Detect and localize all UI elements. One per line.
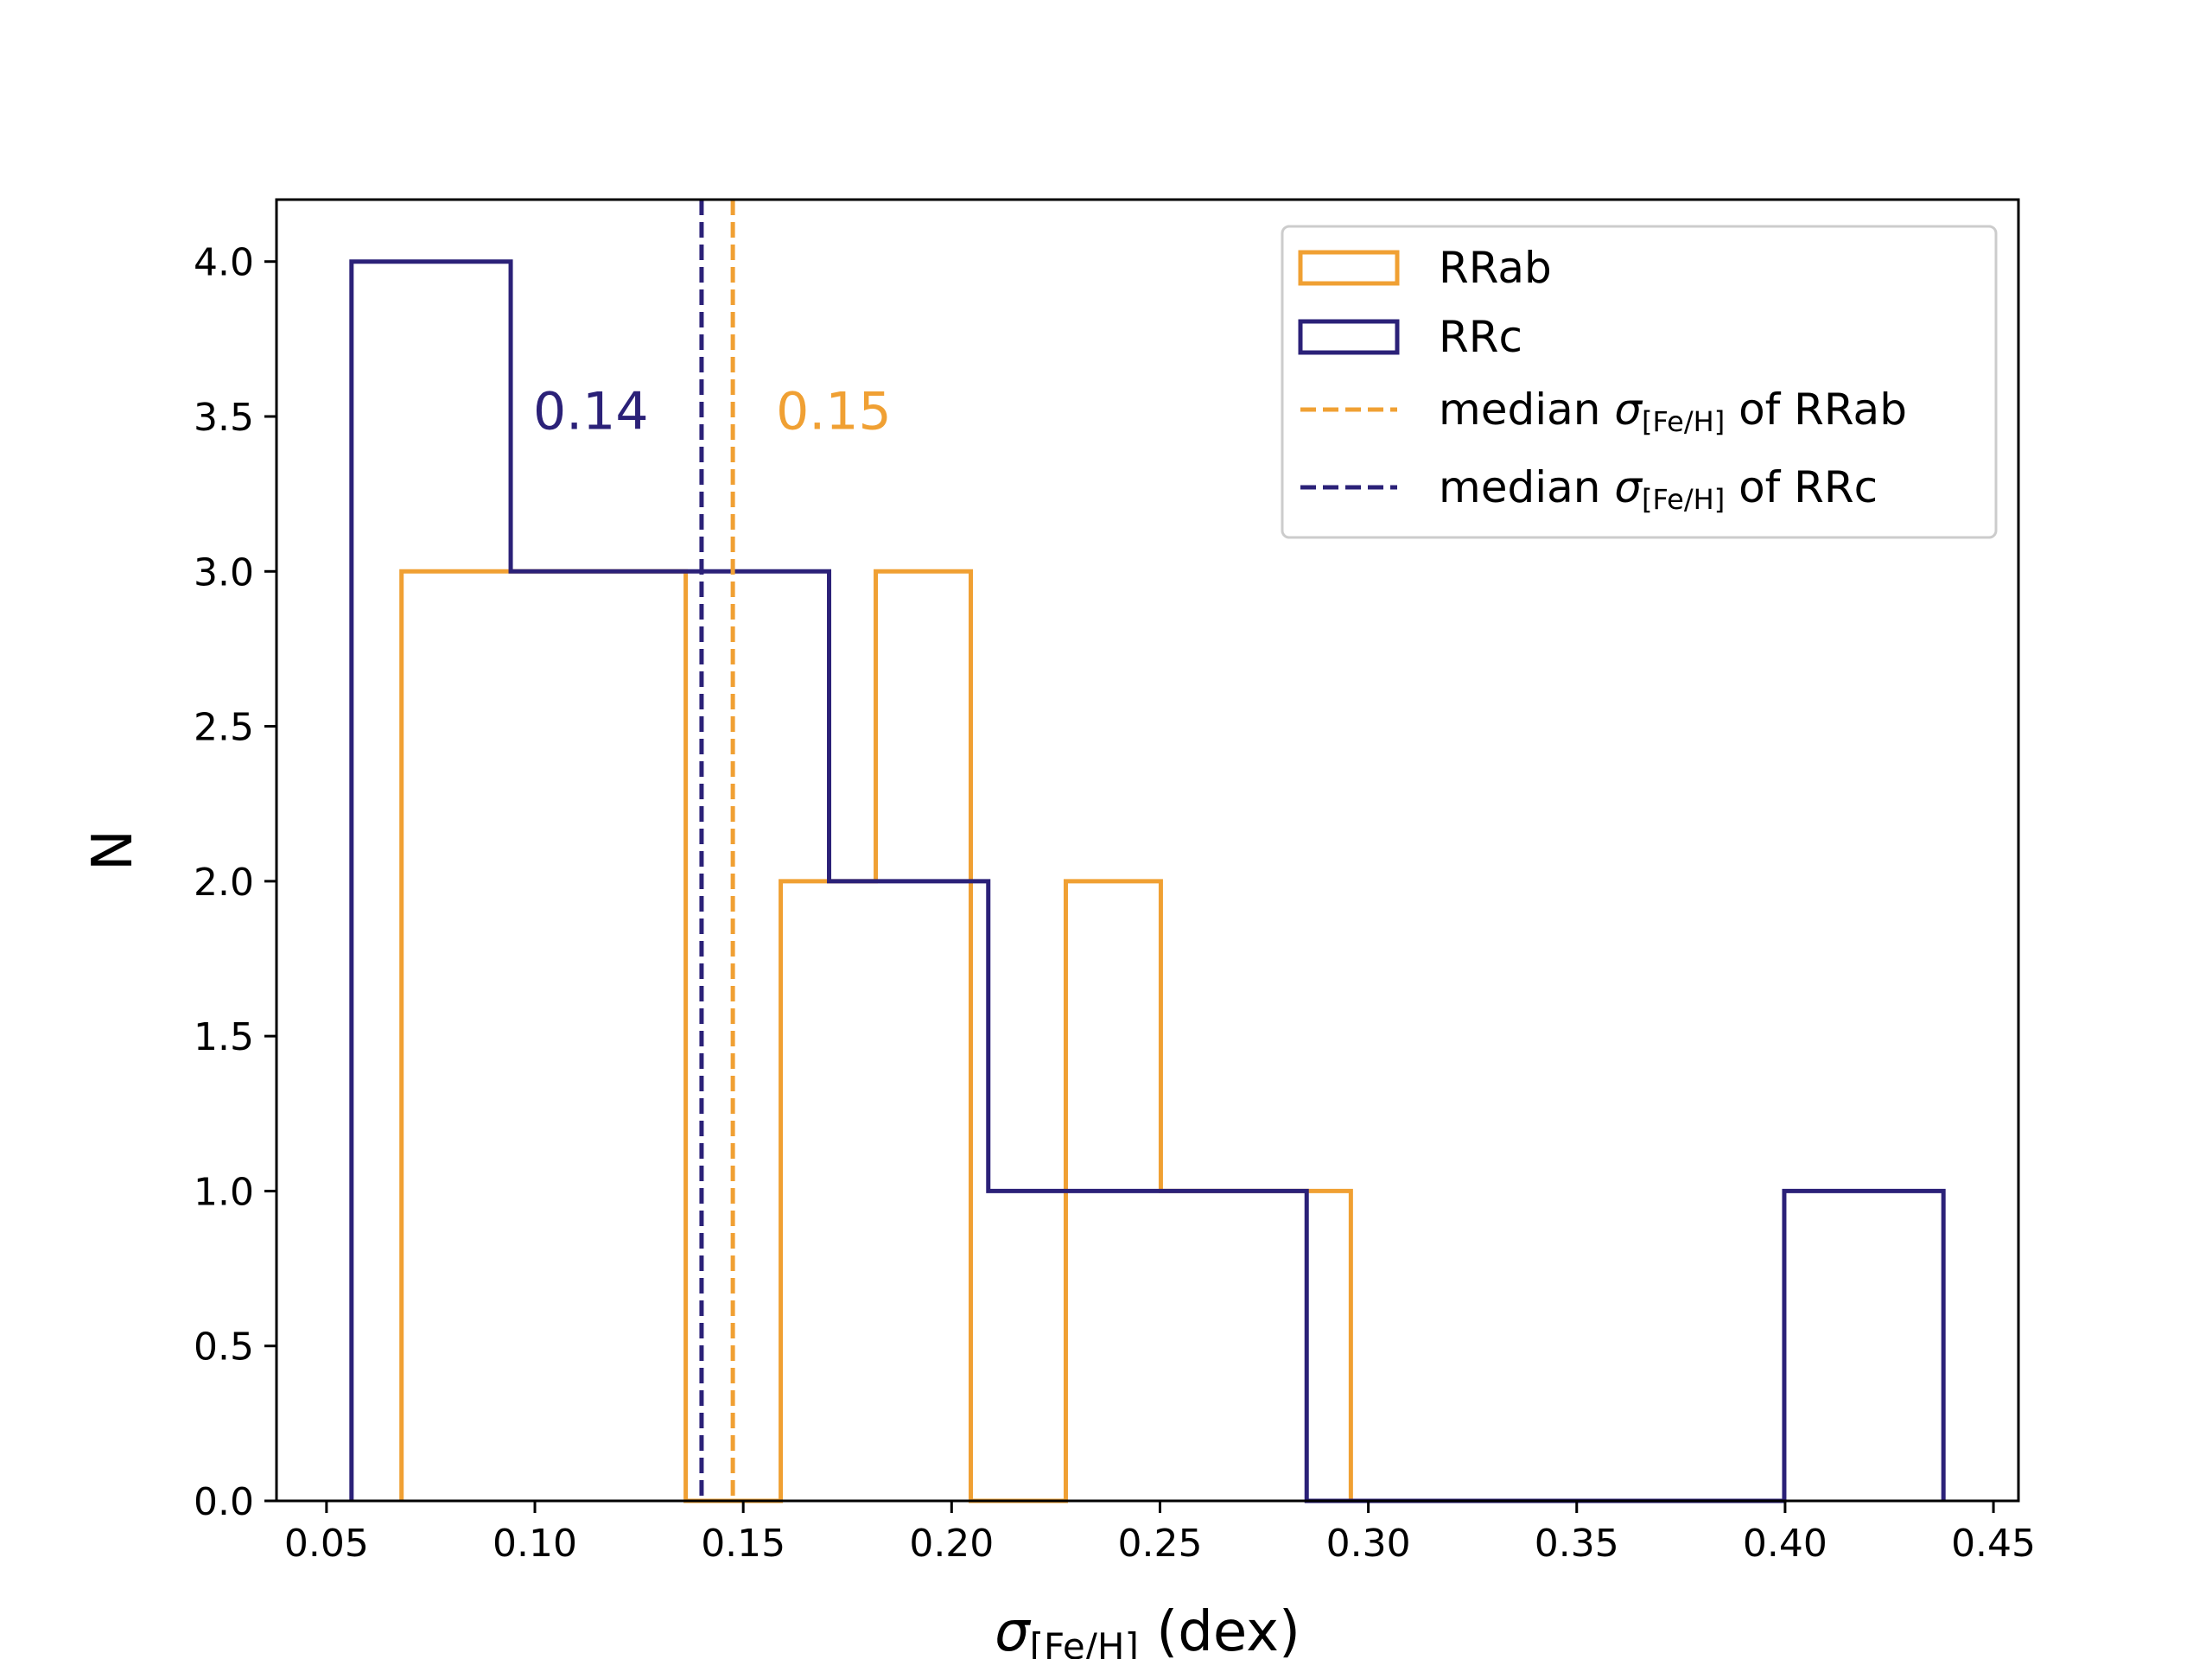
- plot-frame: [275, 198, 2020, 1503]
- x-axis-label-subscript: [Fe/H]: [1030, 1625, 1139, 1659]
- histogram-layer: [349, 259, 1946, 1503]
- legend-label-median-rrab: median σ[Fe/H] of RRab: [1439, 385, 1907, 438]
- x-axis-label-unit: (dex): [1139, 1600, 1300, 1659]
- legend-median-rrab-pre: median: [1439, 385, 1614, 435]
- x-ticks: 0.05 0.10 0.15 0.20 0.25 0.30 0.35 0.40 0.45: [284, 1501, 2036, 1566]
- y-tick-label: 1.0: [194, 1170, 254, 1214]
- x-tick-label: 0.30: [1326, 1522, 1411, 1566]
- x-tick-label: 0.25: [1117, 1522, 1202, 1566]
- y-tick-label: 4.0: [194, 241, 254, 285]
- histogram-rrab: [399, 569, 1353, 1503]
- y-tick-label: 2.0: [194, 861, 254, 905]
- median-label-rrab: 0.15: [776, 381, 892, 442]
- x-tick-label: 0.15: [701, 1522, 785, 1566]
- legend-median-rrab-post: of RRab: [1725, 385, 1907, 435]
- y-tick-label: 2.5: [194, 706, 254, 750]
- y-tick-label: 0.5: [194, 1325, 254, 1370]
- x-tick-label: 0.35: [1535, 1522, 1619, 1566]
- histogram-rrc: [349, 259, 1946, 1503]
- x-tick-label: 0.20: [909, 1522, 994, 1566]
- legend-median-rrab-symbol: σ: [1614, 385, 1643, 435]
- y-tick-label: 3.5: [194, 396, 254, 440]
- legend-median-rrc-subscript: [Fe/H]: [1642, 483, 1725, 516]
- legend-median-rrc-post: of RRc: [1725, 462, 1878, 512]
- legend-median-rrc-symbol: σ: [1614, 462, 1643, 512]
- x-axis-label-symbol: σ: [995, 1600, 1032, 1659]
- legend-median-rrc-pre: median: [1439, 462, 1614, 512]
- legend-label-median-rrc: median σ[Fe/H] of RRc: [1439, 462, 1878, 516]
- y-axis-label: N: [81, 830, 145, 871]
- legend-box: [1281, 225, 1998, 539]
- y-tick-label: 3.0: [194, 550, 254, 594]
- legend: RRab RRc median σ[Fe/H] of RRab median σ…: [1281, 225, 1998, 539]
- x-tick-label: 0.05: [284, 1522, 369, 1566]
- legend-swatch-rrc: [1298, 319, 1400, 355]
- y-tick-label: 1.5: [194, 1015, 254, 1059]
- x-axis-label: σ[Fe/H] (dex): [995, 1600, 1300, 1659]
- legend-label-rrc: RRc: [1439, 312, 1522, 362]
- x-tick-label: 0.40: [1743, 1522, 1827, 1566]
- y-ticks: 0.0 0.5 1.0 1.5 2.0 2.5 3.0 3.5 4.0: [194, 241, 276, 1524]
- legend-swatch-rrab: [1298, 250, 1400, 286]
- median-lines-layer: 0.15 0.14: [533, 200, 892, 1501]
- median-label-rrc: 0.14: [533, 381, 649, 442]
- legend-median-rrab-subscript: [Fe/H]: [1642, 405, 1725, 438]
- y-tick-label: 0.0: [194, 1480, 254, 1524]
- x-tick-label: 0.10: [493, 1522, 577, 1566]
- legend-label-rrab: RRab: [1439, 243, 1552, 293]
- x-tick-label: 0.45: [1951, 1522, 2036, 1566]
